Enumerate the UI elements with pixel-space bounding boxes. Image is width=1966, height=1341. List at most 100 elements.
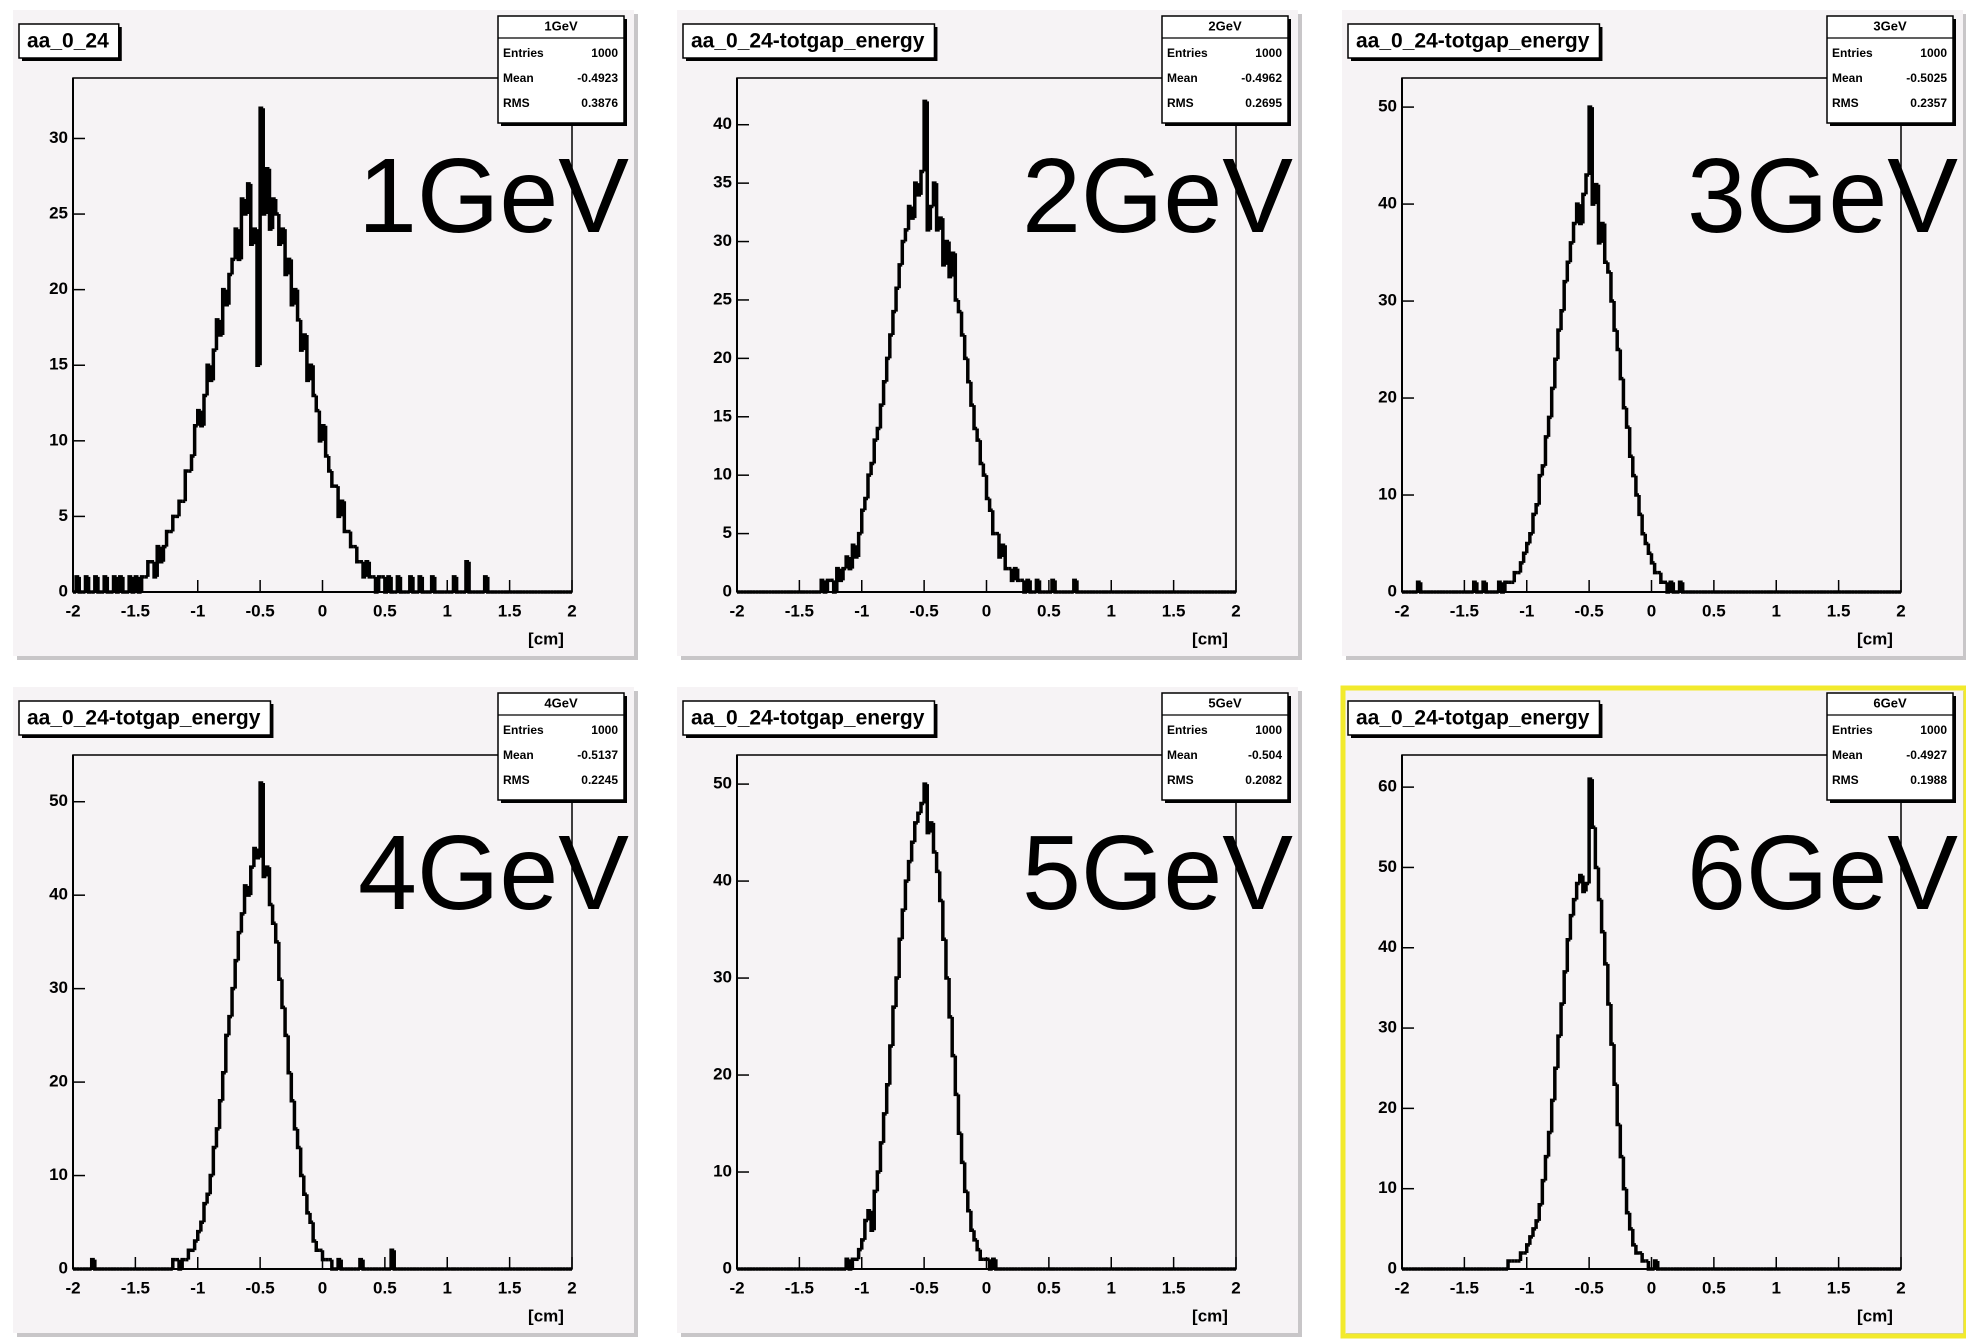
histogram-bin [355, 546, 360, 564]
histogram-bin [978, 1249, 984, 1262]
histogram-bin [900, 908, 906, 940]
x-tick-label: 0 [318, 1278, 327, 1297]
energy-annotation: 6GeV [1687, 814, 1958, 932]
histogram-bin [1612, 1044, 1618, 1087]
histogram-bin [214, 318, 220, 351]
stats-label: Entries [1167, 46, 1208, 60]
energy-annotation: 5GeV [1022, 814, 1293, 932]
histogram-bin [916, 811, 922, 823]
y-tick-label: 20 [49, 1072, 68, 1091]
histogram-bin [1531, 1227, 1537, 1237]
x-tick-label: -0.5 [909, 1278, 938, 1297]
energy-annotation: 1GeV [358, 137, 629, 255]
histogram-bin [997, 533, 1003, 559]
x-axis-label: [cm] [1192, 629, 1228, 648]
x-tick-label: 1 [1772, 1278, 1781, 1297]
histogram-bin [987, 498, 993, 512]
histogram-bin [280, 979, 286, 1010]
histogram-bin [233, 227, 239, 260]
y-tick-label: 5 [59, 506, 68, 525]
x-tick-label: -1 [1519, 601, 1534, 620]
y-tick-label: 20 [1378, 388, 1397, 407]
y-tick-label: 40 [713, 871, 732, 890]
histogram-bin [922, 99, 928, 172]
histogram-bin [411, 576, 417, 594]
histogram-bin [947, 978, 953, 1019]
histogram-bin [856, 1247, 862, 1260]
histogram-bin [1640, 1252, 1646, 1263]
histogram-bin [894, 286, 900, 312]
histogram-bin [1534, 502, 1540, 515]
histogram-bin [1587, 105, 1593, 175]
stats-label: RMS [1167, 773, 1194, 787]
histogram-bin [236, 229, 242, 262]
histogram-bin [1590, 779, 1596, 830]
y-tick-label: 0 [59, 1258, 68, 1277]
histogram-bin [196, 408, 201, 426]
histogram-bin [202, 393, 208, 426]
stats-label: Entries [503, 46, 544, 60]
histogram-bin [261, 783, 267, 879]
histogram-bin [919, 169, 925, 195]
stats-label: Entries [1832, 46, 1873, 60]
stats-box [497, 692, 625, 801]
histogram-bin [1568, 241, 1574, 263]
histogram-bin [289, 259, 295, 307]
histogram-bin [1028, 580, 1034, 594]
stats-value: -0.5137 [577, 748, 618, 762]
histogram-bin [342, 501, 348, 534]
histogram-bin [1053, 580, 1059, 594]
histogram-bin [398, 576, 404, 594]
stats-label: Entries [503, 723, 544, 737]
histogram-bin [239, 197, 245, 260]
histogram-bin [270, 197, 276, 230]
histogram-bin [1556, 1034, 1562, 1069]
chart-title: aa_0_24-totgap_energy [1356, 707, 1590, 730]
stats-box [1161, 692, 1289, 801]
histogram-bin [853, 545, 859, 559]
histogram-bin [994, 1259, 999, 1271]
x-tick-label: -1 [1519, 1278, 1534, 1297]
stats-title: 3GeV [1873, 18, 1907, 33]
y-tick-label: 0 [723, 581, 732, 600]
histogram-bin [913, 821, 918, 843]
panel: 0 5 10 15 20 25 30 35 40 -2 -1.5 -1 -0.5 0 0.5 1 1.5 2 aa_… [677, 10, 1302, 660]
stats-label: Mean [1167, 748, 1198, 762]
histogram-bin [261, 108, 267, 216]
histogram-bin [180, 1257, 186, 1269]
histogram-bin [1518, 1251, 1524, 1261]
histogram-bin [1571, 897, 1577, 916]
histogram-bin [224, 1033, 229, 1073]
x-tick-label: -1 [190, 1278, 205, 1297]
histogram-bin [1512, 570, 1518, 583]
stats-title: 1GeV [544, 18, 578, 33]
histogram-bin [305, 335, 311, 383]
stats-label: Entries [1167, 723, 1208, 737]
panel: 0 10 20 30 40 50 -2 -1.5 -1 -0.5 0 0.5 1 1.5 2 aa_0_24-… [1342, 10, 1966, 660]
stats-title: 4GeV [544, 695, 578, 710]
histogram-bin [121, 576, 127, 594]
histogram-bin [171, 1257, 176, 1269]
histogram-bin [1521, 551, 1527, 563]
y-tick-label: 40 [713, 114, 732, 133]
x-tick-label: -0.5 [1574, 1278, 1603, 1297]
x-tick-label: -1.5 [785, 1278, 814, 1297]
histogram-bin [292, 287, 298, 305]
histogram-bin [273, 923, 279, 944]
histogram-bin [990, 510, 996, 536]
x-tick-label: 0 [318, 601, 327, 620]
histogram-bin [323, 425, 329, 458]
histogram-bin [171, 514, 176, 532]
histogram-bin [102, 575, 108, 592]
energy-annotation: 4GeV [358, 814, 629, 932]
histogram-bin [208, 365, 214, 383]
histogram-bin [133, 575, 139, 592]
x-tick-label: -2 [65, 1278, 80, 1297]
histogram-bin [894, 976, 900, 1008]
x-tick-label: 2 [567, 1278, 576, 1297]
y-tick-label: 10 [1378, 485, 1397, 504]
x-tick-label: 2 [1231, 1278, 1240, 1297]
stats-label: RMS [1167, 96, 1194, 110]
y-tick-label: 50 [1378, 857, 1397, 876]
title-box [18, 23, 120, 59]
